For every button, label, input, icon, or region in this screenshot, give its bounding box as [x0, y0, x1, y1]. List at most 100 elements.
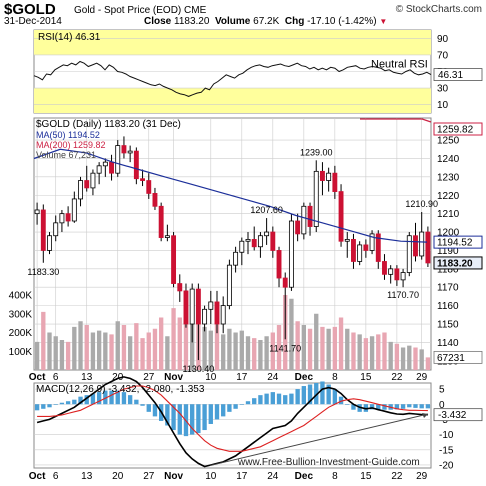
volume-bar	[376, 334, 381, 370]
brand-logo[interactable]: © StockCharts.com	[395, 4, 482, 15]
volume-bar	[127, 336, 133, 370]
macd-last-label: -3.432	[438, 410, 467, 421]
candle-body	[146, 180, 152, 194]
price-right-label: 1259.82	[437, 125, 474, 136]
macd-histogram-bar	[270, 392, 275, 405]
macd-histogram-bar	[214, 404, 220, 420]
macd-histogram-bar	[252, 398, 257, 405]
macd-histogram-bar	[413, 404, 418, 408]
candle-body	[189, 288, 195, 325]
macd-histogram-bar	[239, 404, 244, 405]
volume-bar	[326, 328, 331, 370]
volume-bar	[140, 338, 145, 370]
candle-body	[239, 240, 245, 253]
price-x-tick-label: 8	[332, 372, 338, 383]
macd-histogram-bar	[382, 404, 387, 410]
volume-bar	[171, 308, 176, 370]
rsi-tick-label: 70	[437, 50, 449, 61]
macd-histogram-bar	[109, 390, 114, 405]
volume-bar	[382, 332, 387, 370]
price-annotation: 1130.40	[182, 364, 214, 374]
price-right-label-box	[433, 122, 483, 136]
macd-histogram-bar	[283, 395, 288, 405]
candle-body	[233, 251, 239, 266]
macd-histogram-bar	[394, 404, 400, 410]
ma200-line	[360, 118, 432, 123]
macd-histogram-bar	[41, 404, 46, 409]
macd-histogram-bar	[121, 392, 127, 405]
volume-bar	[332, 326, 338, 370]
macd-tick-label: 0	[439, 400, 445, 411]
macd-x-tick-label: 27	[143, 471, 155, 482]
volume-bar	[264, 336, 269, 370]
macd-histogram-bar	[134, 399, 139, 405]
macd-x-tick-label: 22	[391, 471, 403, 482]
volume-last-label-box	[433, 350, 483, 364]
volume-bar	[357, 334, 362, 370]
macd-histogram-bar	[165, 404, 170, 426]
macd-histogram-bar	[47, 404, 52, 408]
volume-bar	[96, 330, 102, 370]
macd-histogram-bar	[351, 404, 356, 410]
candle-body	[127, 150, 133, 154]
volume-bar	[270, 332, 275, 370]
candle-body	[375, 233, 381, 262]
candle-body	[59, 213, 65, 224]
price-frame	[33, 117, 432, 371]
price-x-tick-label: 24	[267, 372, 279, 383]
macd-histogram-bar	[208, 404, 213, 424]
macd-x-tick-label: 8	[332, 471, 338, 482]
macd-histogram-bar	[65, 401, 71, 405]
volume-bar	[103, 332, 108, 370]
price-tick-label: 1190	[437, 246, 459, 257]
volume-last-label: 67231	[437, 353, 465, 364]
volume-bar	[419, 349, 424, 370]
price-x-tick-label: 13	[81, 372, 93, 383]
macd-histogram-bar	[307, 384, 313, 405]
candle-body	[406, 235, 412, 273]
chg-value: -17.10 (-1.42%)	[307, 16, 377, 27]
volume-bar	[307, 328, 313, 370]
legend-volume: Volume 67,231	[36, 150, 96, 160]
volume-bar	[65, 341, 71, 370]
macd-tick-label: -15	[439, 445, 454, 456]
candle-body	[102, 161, 108, 167]
macd-line	[36, 376, 428, 468]
volume-bar	[134, 323, 139, 370]
candle-body	[319, 170, 325, 181]
macd-tick-label: -10	[439, 430, 454, 441]
macd-histogram-bar	[53, 404, 58, 405]
rsi-annotation: Neutral RSI	[371, 59, 428, 71]
volume-tick-label: 100K	[9, 347, 33, 358]
macd-histogram-bar	[258, 395, 263, 405]
price-x-tick-label: 27	[143, 372, 155, 383]
candle-body	[34, 209, 40, 215]
volume-bar	[183, 304, 189, 370]
macd-histogram-bar	[115, 390, 120, 405]
volume-bar	[146, 332, 151, 370]
macd-histogram-bar	[171, 404, 176, 431]
macd-histogram-bar	[326, 384, 331, 405]
price-annotation: 1207.60	[250, 205, 283, 215]
close-label: Close	[144, 16, 172, 27]
price-tick-label: 1200	[437, 228, 460, 239]
volume-bar	[425, 357, 431, 370]
candle-body	[257, 235, 263, 248]
price-annotation: 1210.90	[405, 199, 438, 209]
price-tick-label: 1210	[437, 209, 460, 220]
price-tick-label: 1170	[437, 283, 459, 294]
volume-bar	[252, 338, 257, 370]
candle-body	[220, 305, 226, 325]
macd-histogram-bar	[289, 393, 294, 405]
price-right-label-box	[433, 256, 483, 270]
candle-body	[177, 283, 183, 292]
volume-bar	[72, 326, 77, 370]
candle-body	[419, 231, 425, 257]
volume-bar	[152, 328, 158, 370]
macd-last-label-box	[433, 408, 483, 422]
macd-histogram-bar	[376, 404, 381, 410]
volume-bar	[34, 341, 40, 370]
macd-histogram-bar	[233, 404, 238, 409]
macd-histogram-bar	[72, 399, 77, 405]
